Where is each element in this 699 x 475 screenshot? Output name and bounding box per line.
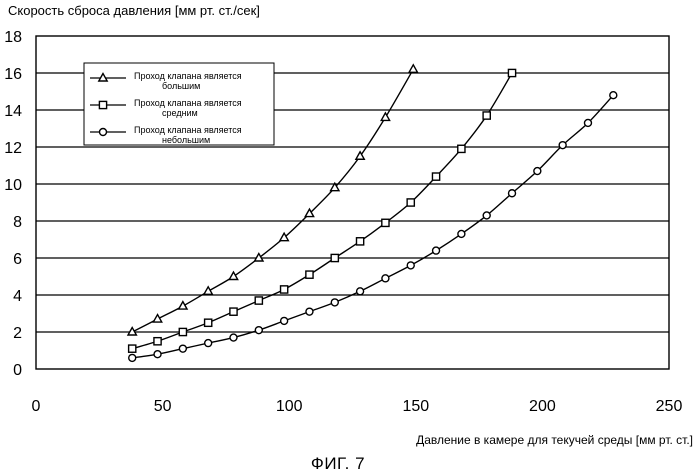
legend-label: небольшим: [162, 135, 210, 145]
y-tick-label: 8: [13, 214, 22, 231]
data-point-triangle: [381, 113, 389, 121]
data-point-square: [483, 112, 490, 119]
data-point-circle: [230, 334, 237, 341]
data-point-square: [255, 297, 262, 304]
data-point-triangle: [255, 254, 263, 262]
data-point-square: [508, 69, 515, 76]
data-point-circle: [357, 288, 364, 295]
data-point-circle: [306, 308, 313, 315]
data-point-circle: [179, 345, 186, 352]
y-tick-label: 10: [4, 177, 22, 194]
data-point-square: [281, 286, 288, 293]
x-tick-label: 200: [529, 398, 556, 415]
data-point-square: [458, 145, 465, 152]
x-axis-label: Давление в камере для текучей среды [мм …: [416, 433, 693, 447]
legend-label: Проход клапана является: [134, 98, 242, 108]
data-point-circle: [509, 190, 516, 197]
data-point-square: [129, 345, 136, 352]
data-point-triangle: [409, 65, 417, 73]
data-point-square: [179, 328, 186, 335]
legend-label: Проход клапана является: [134, 71, 242, 81]
y-tick-label: 6: [13, 251, 22, 268]
x-tick-label: 150: [402, 398, 429, 415]
data-point-square: [331, 254, 338, 261]
data-point-square: [382, 219, 389, 226]
data-point-circle: [584, 119, 591, 126]
data-point-circle: [205, 340, 212, 347]
x-tick-label: 50: [154, 398, 172, 415]
data-point-circle: [458, 230, 465, 237]
x-tick-label: 250: [656, 398, 683, 415]
legend-label: средним: [162, 108, 198, 118]
data-point-square: [407, 199, 414, 206]
x-tick-labels: 0 50 100 150 200 250: [32, 398, 683, 415]
data-point-triangle: [179, 302, 187, 310]
data-point-square: [205, 319, 212, 326]
x-tick-label: 100: [276, 398, 303, 415]
data-point-circle: [559, 142, 566, 149]
data-point-square: [432, 173, 439, 180]
y-tick-label: 4: [13, 288, 22, 305]
legend-marker-circle: [100, 129, 107, 136]
y-tick-label: 12: [4, 140, 22, 157]
y-tick-label: 16: [4, 66, 22, 83]
data-point-circle: [534, 168, 541, 175]
data-point-circle: [154, 351, 161, 358]
data-point-circle: [483, 212, 490, 219]
data-point-circle: [255, 327, 262, 334]
legend-label: большим: [162, 81, 200, 91]
data-point-circle: [331, 299, 338, 306]
y-axis-label: Скорость сброса давления [мм рт. ст./сек…: [8, 3, 260, 18]
data-point-circle: [382, 275, 389, 282]
data-point-square: [154, 338, 161, 345]
data-point-triangle: [229, 272, 237, 280]
y-tick-label: 0: [13, 362, 22, 379]
data-point-square: [356, 238, 363, 245]
data-point-circle: [433, 247, 440, 254]
data-point-square: [230, 308, 237, 315]
legend: Проход клапана являетсябольшимПроход кла…: [84, 63, 274, 145]
y-tick-label: 18: [4, 29, 22, 46]
y-tick-labels: 0 2 4 6 8 10 12 14 16 18: [4, 29, 22, 379]
y-tick-label: 14: [4, 103, 22, 120]
data-point-circle: [407, 262, 414, 269]
data-point-triangle: [204, 287, 212, 295]
data-point-circle: [281, 317, 288, 324]
x-tick-label: 0: [32, 398, 41, 415]
legend-label: Проход клапана является: [134, 125, 242, 135]
data-point-circle: [129, 354, 136, 361]
data-point-circle: [610, 92, 617, 99]
data-point-square: [306, 271, 313, 278]
figure-caption: ФИГ. 7: [311, 454, 365, 473]
legend-marker-square: [99, 101, 106, 108]
y-tick-label: 2: [13, 325, 22, 342]
